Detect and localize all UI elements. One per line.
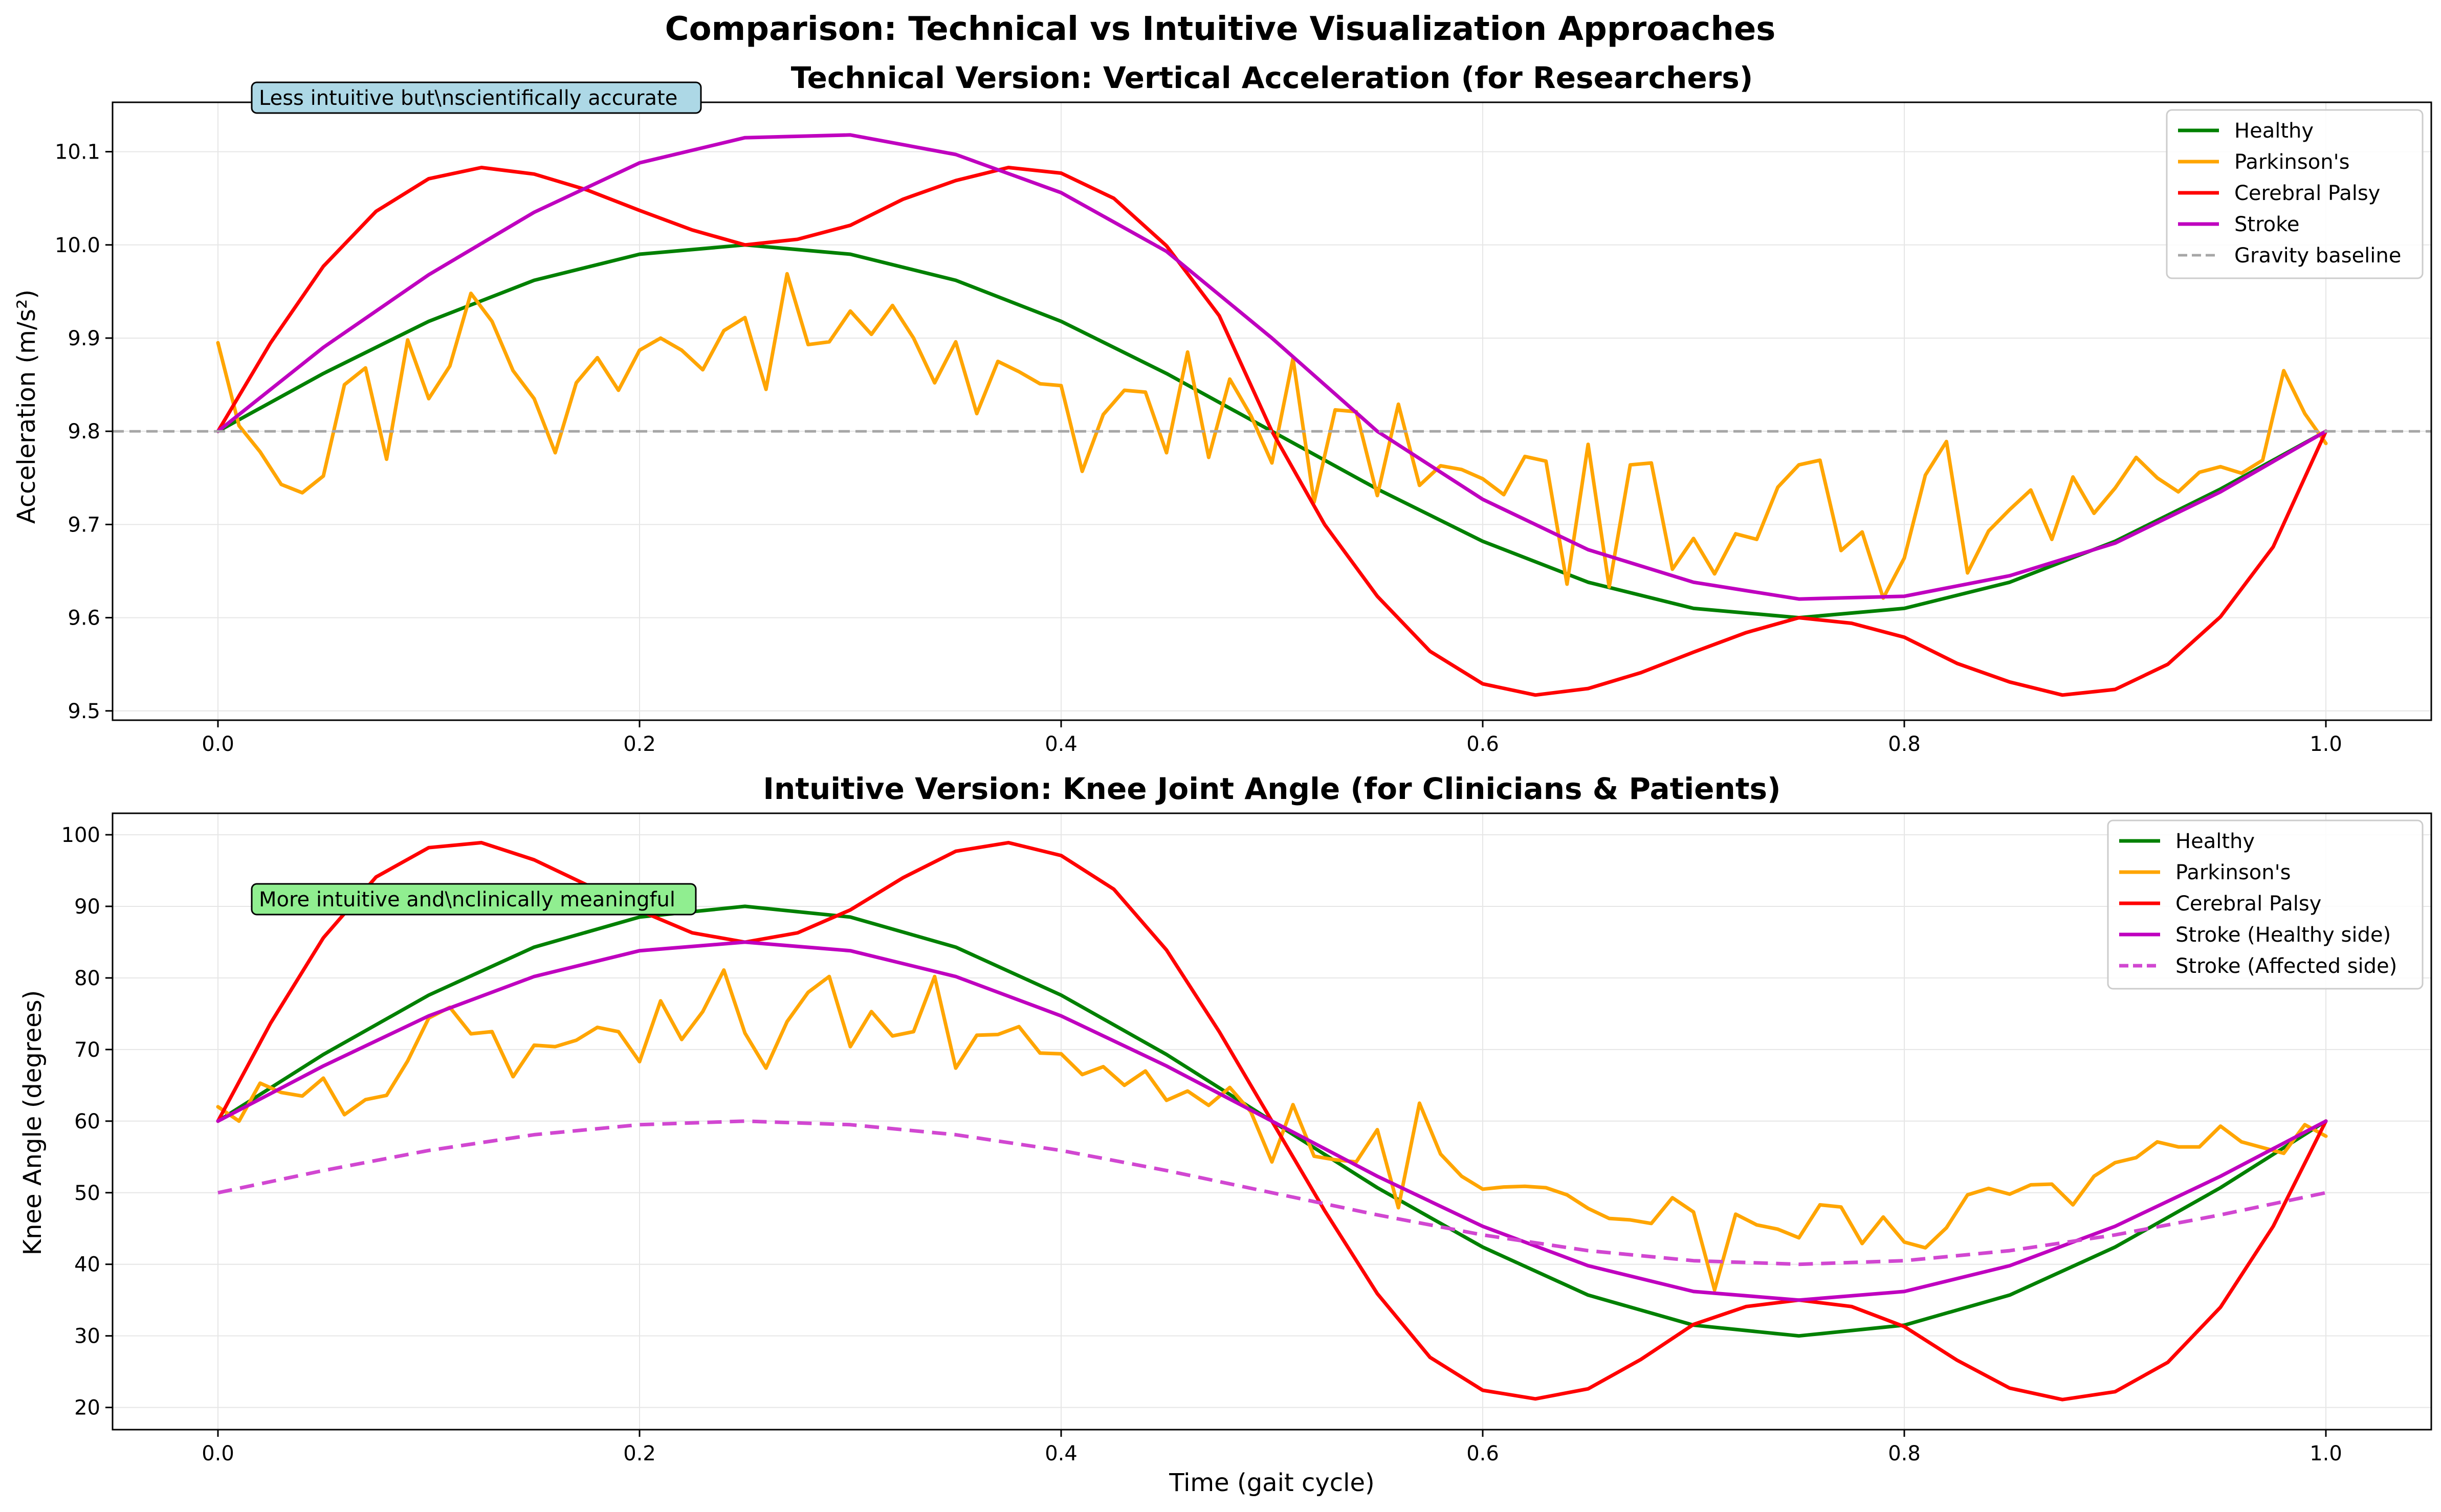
annotation-text: Less intuitive but\nscientifically accur…	[259, 86, 677, 110]
x-tick-label: 1.0	[2310, 732, 2342, 756]
legend: Healthy Parkinson's Cerebral Palsy Stroke Gr…	[2166, 109, 2424, 279]
x-tick-label: 0.6	[1466, 1442, 1499, 1465]
panel-intuitive: Intuitive Version: Knee Joint Angle (for…	[18, 771, 2432, 1497]
y-tick-label: 9.7	[68, 513, 100, 537]
x-tick-label: 0.8	[1888, 732, 1921, 756]
legend-label: Stroke	[2234, 213, 2299, 236]
y-tick-label: 80	[74, 967, 100, 990]
plot-area	[216, 840, 2328, 1402]
y-tick-label: 90	[74, 895, 100, 919]
y-tick-label: 60	[74, 1110, 100, 1133]
panel-title: Intuitive Version: Knee Joint Angle (for…	[763, 771, 1780, 806]
series-line-stroke-healthy-side	[216, 940, 2328, 1302]
legend-label: Parkinson's	[2175, 861, 2291, 884]
plot-area	[113, 133, 2431, 697]
panel-technical: Technical Version: Vertical Acceleration…	[12, 60, 2432, 756]
y-tick-label: 9.8	[68, 420, 100, 443]
axes-frame	[112, 101, 2432, 721]
legend-frame	[2166, 109, 2424, 279]
x-tick-label: 0.4	[1045, 1442, 1077, 1465]
y-tick-label: 20	[74, 1396, 100, 1420]
x-axis-label: Time (gait cycle)	[1169, 1469, 1375, 1497]
legend-label: Cerebral Palsy	[2234, 182, 2380, 205]
x-tick-label: 0.8	[1888, 1442, 1921, 1465]
y-tick-label: 9.5	[68, 700, 100, 723]
y-tick-label: 30	[74, 1325, 100, 1348]
legend-label: Stroke (Healthy side)	[2175, 923, 2391, 947]
figure-suptitle: Comparison: Technical vs Intuitive Visua…	[665, 10, 1776, 48]
y-tick-label: 70	[74, 1038, 100, 1062]
y-tick-label: 100	[61, 824, 100, 847]
series-line-parkinson-s	[216, 968, 2328, 1292]
legend: Healthy Parkinson's Cerebral Palsy Stroke (…	[2107, 819, 2424, 990]
legend-frame	[2107, 819, 2424, 990]
x-tick-label: 0.4	[1045, 732, 1077, 756]
legend-label: Stroke (Affected side)	[2175, 954, 2397, 978]
x-tick-label: 0.2	[623, 732, 656, 756]
annotation-box	[251, 81, 702, 114]
annotation-text: More intuitive and\nclinically meaningfu…	[259, 888, 675, 911]
y-tick-label: 10.1	[55, 141, 100, 164]
x-tick-label: 1.0	[2310, 1442, 2342, 1465]
axis-ticks: 0.0 0.2 0.4 0.6 0.8 1.0 20 30 40 50 60 70 80 90 100	[61, 824, 2342, 1465]
y-tick-label: 9.6	[68, 607, 100, 630]
series-line-stroke-affected-side	[217, 1119, 2326, 1266]
annotation-box	[251, 883, 697, 916]
grid	[113, 813, 2431, 1430]
annotation: More intuitive and\nclinically meaningfu…	[251, 883, 697, 916]
x-tick-label: 0.0	[202, 732, 234, 756]
legend-label: Healthy	[2234, 119, 2314, 143]
y-axis-label: Acceleration (m/s²)	[12, 290, 41, 524]
y-tick-label: 50	[74, 1182, 100, 1205]
axis-ticks: 0.0 0.2 0.4 0.6 0.8 1.0 9.5 9.6 9.7 9.8 9.9 10.0 10.…	[55, 141, 2342, 756]
x-tick-label: 0.0	[202, 1442, 234, 1465]
panel-title: Technical Version: Vertical Acceleration…	[791, 60, 1753, 95]
legend-label: Healthy	[2175, 830, 2255, 853]
legend-label: Cerebral Palsy	[2175, 892, 2321, 916]
x-tick-label: 0.6	[1466, 732, 1499, 756]
y-axis-label: Knee Angle (degrees)	[18, 990, 47, 1256]
y-tick-label: 9.9	[68, 327, 100, 350]
legend-label: Parkinson's	[2234, 150, 2349, 174]
y-tick-label: 10.0	[55, 234, 100, 257]
series-line-parkinson-s	[216, 272, 2328, 600]
legend-label: Gravity baseline	[2234, 244, 2401, 268]
series-line-stroke	[216, 133, 2328, 601]
y-tick-label: 40	[74, 1253, 100, 1277]
x-tick-label: 0.2	[623, 1442, 656, 1465]
annotation: Less intuitive but\nscientifically accur…	[251, 81, 702, 114]
